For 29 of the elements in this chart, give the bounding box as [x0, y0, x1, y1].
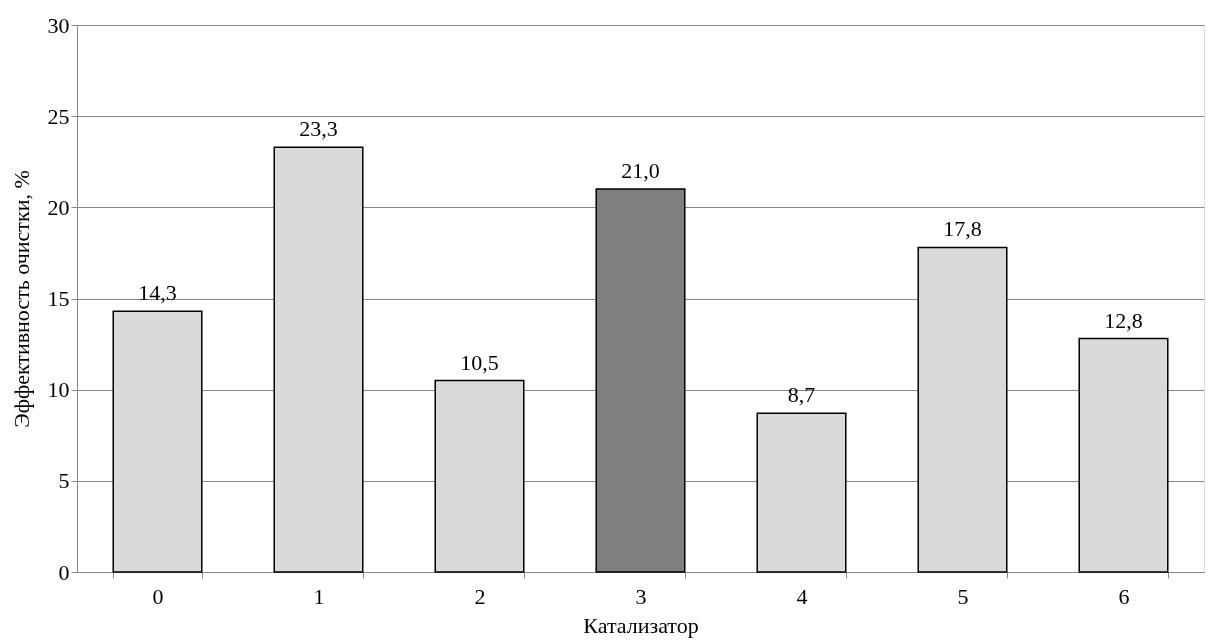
- bar: [756, 412, 847, 573]
- data-label: 21,0: [621, 158, 660, 184]
- bar: [112, 310, 203, 573]
- bar: [273, 146, 364, 573]
- x-tick-label: 1: [313, 583, 325, 609]
- data-label: 23,3: [299, 116, 338, 142]
- y-tick-label: 0: [58, 559, 70, 585]
- y-axis-title: Эффективность очистки, %: [8, 170, 34, 428]
- data-label: 12,8: [1104, 307, 1143, 333]
- x-tick-label: 3: [635, 583, 647, 609]
- bar: [434, 379, 525, 573]
- y-tick-label: 10: [47, 377, 70, 403]
- data-label: 14,3: [138, 280, 177, 306]
- bar: [1078, 337, 1169, 573]
- y-tick-label: 15: [47, 286, 70, 311]
- data-label: 17,8: [943, 216, 982, 242]
- y-tick-label: 20: [47, 194, 70, 220]
- x-tick-label: 5: [957, 583, 969, 609]
- data-label: 10,5: [460, 349, 499, 375]
- x-tick-label: 6: [1118, 583, 1130, 609]
- bar: [917, 246, 1008, 573]
- y-tick-label: 25: [47, 103, 70, 129]
- data-label: 8,7: [787, 382, 816, 408]
- x-axis-title: Катализатор: [583, 612, 699, 638]
- x-tick-label: 2: [474, 583, 486, 609]
- y-tick-label: 5: [58, 468, 70, 494]
- x-tick-label: 0: [152, 583, 164, 609]
- y-tick-label: 30: [47, 12, 70, 38]
- x-tick-label: 4: [796, 583, 808, 609]
